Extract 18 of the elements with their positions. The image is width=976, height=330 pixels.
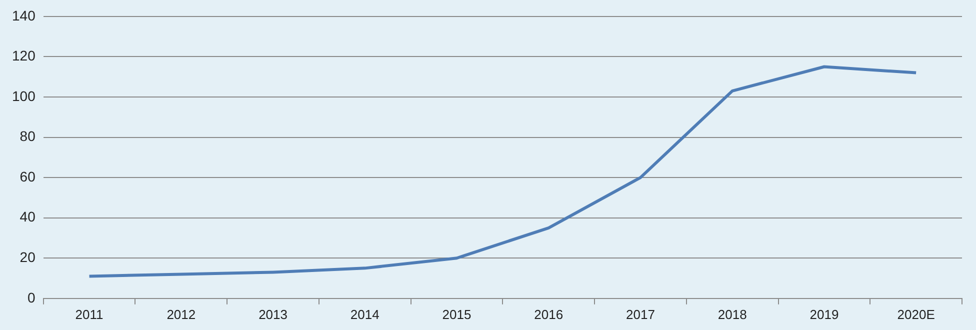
y-tick-label: 60: [20, 168, 36, 184]
y-tick-label: 40: [20, 208, 36, 225]
x-tick-label: 2019: [810, 306, 839, 322]
y-tick-label: 0: [28, 289, 36, 306]
x-tick-label: 2014: [350, 306, 380, 322]
y-tick-label: 80: [20, 128, 36, 144]
y-tick-label: 20: [20, 248, 36, 265]
x-tick-label: 2011: [75, 306, 104, 322]
x-tick-label: 2020E: [897, 306, 936, 322]
y-tick-label: 120: [12, 48, 36, 64]
x-tick-label: 2017: [626, 306, 655, 322]
x-tick-label: 2018: [718, 306, 747, 322]
y-tick-label: 140: [12, 7, 36, 24]
x-tick-label: 2016: [534, 306, 564, 322]
y-tick-label: 100: [12, 88, 36, 104]
x-tick-label: 2013: [258, 306, 288, 322]
x-tick-label: 2012: [166, 306, 196, 322]
x-tick-label: 2015: [442, 306, 472, 322]
